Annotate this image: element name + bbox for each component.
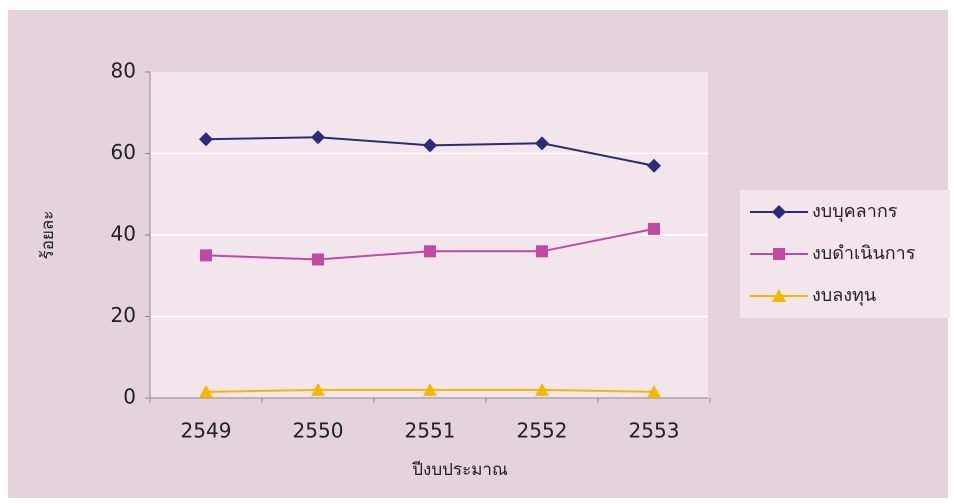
x-tick-label: 2552: [517, 419, 568, 443]
data-point: [535, 136, 549, 151]
data-point: [535, 382, 549, 396]
y-tick-label: 80: [111, 59, 136, 83]
y-axis-title: ร้อยละ: [38, 211, 58, 260]
data-point: [647, 384, 661, 398]
data-point: [424, 245, 436, 258]
legend-marker: [773, 248, 785, 260]
y-tick-label: 40: [111, 222, 136, 246]
x-tick-label: 2551: [405, 419, 456, 443]
legend-label: งบบุคลากร: [812, 201, 898, 222]
data-point: [647, 158, 661, 173]
data-point: [311, 382, 325, 396]
legend-marker: [772, 289, 786, 302]
legend-marker: [772, 205, 786, 219]
data-point: [536, 245, 548, 258]
legend-label: งบดำเนินการ: [812, 243, 916, 264]
x-axis-title: ปีงบประมาณ: [411, 460, 508, 480]
data-point: [648, 222, 660, 235]
x-tick-label: 2549: [181, 419, 232, 443]
data-point: [311, 130, 325, 145]
x-tick-label: 2550: [293, 419, 344, 443]
x-tick-label: 2553: [629, 419, 680, 443]
y-tick-label: 20: [111, 303, 136, 327]
legend-label: งบลงทุน: [812, 285, 876, 306]
data-point: [199, 132, 213, 147]
data-point: [312, 253, 324, 266]
y-tick-label: 60: [111, 140, 136, 164]
data-point: [199, 384, 213, 398]
data-point: [200, 249, 212, 262]
y-tick-label: 0: [123, 385, 136, 409]
data-point: [423, 382, 437, 396]
data-point: [423, 138, 437, 153]
